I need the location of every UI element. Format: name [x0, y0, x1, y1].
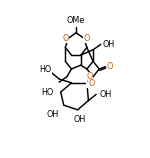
Text: HO: HO [39, 64, 51, 73]
Text: O: O [87, 78, 93, 87]
Text: OH: OH [47, 110, 59, 119]
Text: OH: OH [100, 90, 112, 99]
Text: OH: OH [73, 115, 85, 124]
Text: HO: HO [41, 88, 53, 97]
Text: O: O [87, 72, 93, 81]
Text: OMe: OMe [67, 16, 85, 25]
Text: O: O [107, 62, 113, 71]
Text: OH: OH [102, 40, 115, 49]
Text: O: O [84, 34, 90, 43]
Text: O: O [62, 34, 68, 43]
Text: O: O [88, 79, 95, 88]
